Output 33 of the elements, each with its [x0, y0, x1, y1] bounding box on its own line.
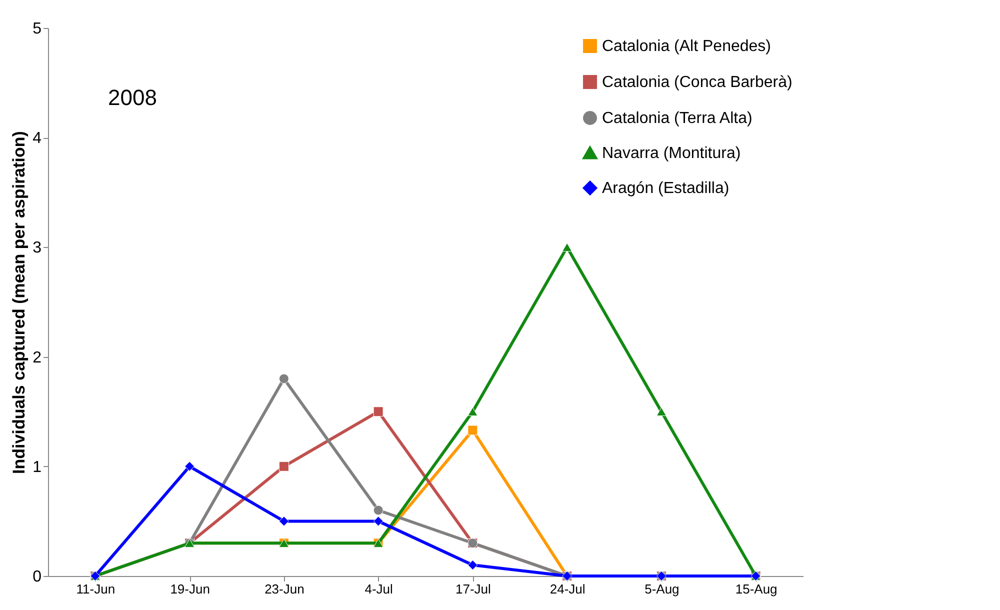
point: [184, 461, 195, 472]
y-tick-label: 5: [32, 20, 42, 38]
point: [468, 560, 478, 570]
x-tick-label: 4-Jul: [364, 582, 394, 596]
point: [278, 461, 289, 472]
y-tick-label: 3: [32, 240, 42, 257]
point: [373, 505, 384, 516]
y-axis-title: Individuals captured (mean per aspiration): [10, 131, 29, 474]
annotation: 2008: [108, 85, 157, 110]
x-tick-label: 11-Jun: [76, 582, 116, 596]
point: [278, 374, 289, 384]
x-tick-label: 17-Jul: [455, 582, 491, 596]
legend-label: Catalonia (Alt Penedes): [602, 38, 771, 55]
x-tick-label: 23-Jun: [264, 582, 304, 596]
point: [373, 406, 384, 417]
y-tick-label: 4: [32, 130, 42, 148]
x-tick-label: 15-Aug: [735, 582, 778, 596]
legend-label: Catalonia (Conca Barberà): [602, 74, 792, 91]
x-tick-label: 5-Aug: [644, 582, 680, 596]
y-tick-label: 0: [32, 568, 42, 586]
point: [278, 516, 289, 526]
y-tick-label: 1: [32, 458, 42, 476]
point: [656, 407, 666, 416]
y-tick-label: 2: [32, 349, 42, 366]
point: [468, 425, 478, 436]
legend-label: Catalonia (Terra Alta): [602, 110, 752, 127]
legend-label: Aragón (Estadilla): [602, 180, 730, 197]
point: [468, 407, 478, 416]
legend-label: Navarra (Montitura): [602, 145, 741, 162]
x-tick-label: 24-Jul: [550, 582, 586, 596]
x-tick-label: 19-Jun: [170, 582, 210, 596]
point: [373, 516, 384, 526]
point: [562, 242, 572, 252]
